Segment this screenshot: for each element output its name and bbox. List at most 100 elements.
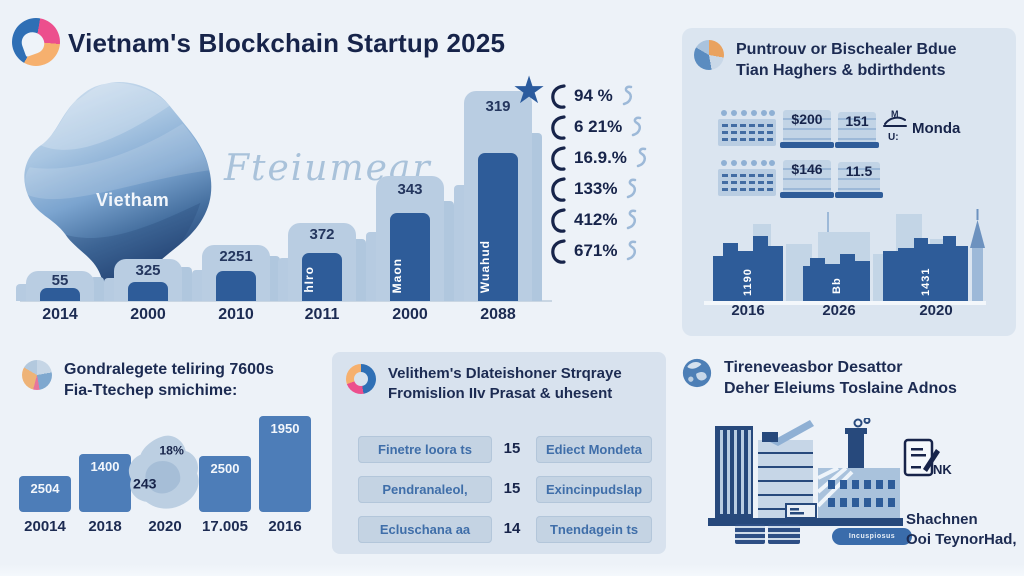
bar-value: 372 (309, 226, 335, 243)
x-tick: 2088 (480, 306, 516, 323)
stat-item: 412% (550, 208, 653, 233)
skyline-value: 1431 (920, 268, 932, 296)
pie-chart-icon (694, 40, 724, 70)
doc-label: NK (933, 462, 952, 477)
bar-value: 2251 (219, 248, 253, 265)
machine-value: 11.5 (845, 163, 873, 179)
panel-title: Puntrouv or Bischealer Bdue Tian Haghers… (736, 41, 957, 79)
stat-item: 6 21% (550, 115, 653, 140)
stat-item: 671% (550, 239, 653, 264)
squiggle-icon (627, 240, 637, 261)
monda-doodle-icon: M U: (883, 109, 907, 143)
panel-top-right: Puntrouv or Bischealer Bdue Tian Haghers… (682, 28, 1016, 336)
x-tick: 2000 (130, 306, 166, 323)
squiggle-icon (622, 85, 632, 106)
machine-icon: 11.5 (835, 162, 883, 198)
map-blob: 18% 243 (128, 435, 199, 509)
br-caption: Shachnen Ooi TeynorHad, (906, 511, 1017, 549)
donut-chart-icon (346, 364, 376, 394)
table-cell-right: Tnendagein ts (536, 516, 652, 543)
panel-header: Velithem's Dlateishoner Strqraye Fromisl… (346, 364, 622, 403)
stat-item: 94 % (550, 84, 653, 109)
skyline-value: 1190 (742, 268, 754, 296)
svg-text:M: M (891, 109, 899, 119)
x-tick: 17.005 (202, 518, 248, 535)
table-row: Pendranaleol, 15 Exincinpudslap (332, 476, 666, 504)
panel-bottom-middle: Velithem's Dlateishoner Strqraye Fromisl… (332, 352, 666, 554)
map-label: Vietham (96, 190, 170, 210)
table-cell-right: Exincinpudslap (536, 476, 652, 503)
bar-inner-label: Wuahud (478, 239, 492, 293)
stats-list: 94 % 6 21% 16.9.% 133% 412% 671% (550, 84, 653, 264)
brand-swirl-logo (12, 18, 60, 66)
monda-label: Monda (912, 120, 961, 137)
badge-logo (735, 524, 765, 544)
table-cell-num: 15 (503, 480, 521, 497)
bottom-fade (0, 564, 1024, 576)
construction-buildings-illustration (708, 418, 903, 526)
x-tick: 2016 (731, 302, 765, 319)
bar-value: 1950 (270, 421, 300, 436)
panel-title: Velithem's Dlateishoner Strqraye Fromisl… (388, 365, 622, 402)
blob-pct: 18% (159, 444, 184, 458)
squiggle-icon (631, 116, 642, 137)
globe-icon (682, 358, 712, 388)
table-cell-num: 14 (503, 520, 521, 537)
bl-bar: 2500 (199, 456, 251, 512)
bracket-icon (551, 146, 566, 171)
squiggle-icon (636, 147, 647, 168)
table-cell-right: Ediect Mondeta (536, 436, 652, 463)
x-tick: 2026 (822, 302, 856, 319)
panel-header: Tireneveasbor Desattor Deher Eleiums Tos… (682, 358, 957, 400)
bl-bar: 2504 (19, 476, 71, 512)
stat-value: 671% (574, 241, 618, 260)
machine-icon: $146 (780, 160, 834, 198)
stat-value: 6 21% (574, 117, 623, 136)
machine-icon: 151 (835, 112, 879, 148)
stat-value: 133% (574, 179, 618, 198)
table-row: Ecluschana aa 14 Tnendagein ts (332, 516, 666, 544)
bracket-icon (551, 115, 566, 140)
stat-value: 412% (574, 210, 618, 229)
table-cell-left: Finetre loora ts (358, 436, 492, 463)
table-cell-left: Ecluschana aa (358, 516, 492, 543)
abacus-icon (718, 160, 776, 196)
bracket-icon (551, 84, 566, 109)
stat-value: 94 % (574, 86, 613, 105)
blob-num: 243 (133, 476, 157, 492)
squiggle-icon (627, 178, 637, 199)
bracket-icon (551, 239, 566, 264)
table-row: Finetre loora ts 15 Ediect Mondeta (332, 436, 666, 464)
x-tick: 2011 (304, 306, 340, 323)
badge-logo (768, 524, 800, 544)
bar-value: 343 (397, 181, 423, 198)
machine-value: $200 (791, 111, 823, 127)
machine-value: 151 (845, 113, 869, 129)
pie-chart-icon (22, 360, 52, 390)
page-title: Vietnam's Blockchain Startup 2025 (68, 28, 506, 58)
bl-bar: 1400 (79, 454, 131, 512)
stat-item: 16.9.% (550, 146, 653, 171)
x-tick: 2016 (268, 518, 302, 535)
x-tick: 2020 (919, 302, 953, 319)
abacus-icon (718, 110, 776, 146)
svg-text:U:: U: (888, 132, 899, 143)
skyline-value: Bb (831, 277, 843, 294)
x-tick: 2000 (392, 306, 428, 323)
table-cell-num: 15 (503, 440, 521, 457)
badge-pill: Incuspiosus (832, 528, 912, 545)
machine-value: $146 (791, 161, 823, 177)
squiggle-icon (627, 209, 637, 230)
main-chart-axis (20, 300, 552, 302)
bar-value: 319 (485, 98, 511, 115)
stat-item: 133% (550, 177, 653, 202)
bracket-icon (551, 177, 566, 202)
machine-icon: $200 (780, 110, 834, 148)
bar-inner-label: Maon (390, 257, 404, 293)
bar-inner-label: hIro (302, 266, 316, 293)
panel-title: Gondralegete teliring 7600s Fia-Ttechep … (64, 361, 274, 399)
x-tick: 20014 (24, 518, 66, 535)
bar-value: 2500 (210, 461, 240, 476)
bar-value: 325 (135, 262, 161, 279)
